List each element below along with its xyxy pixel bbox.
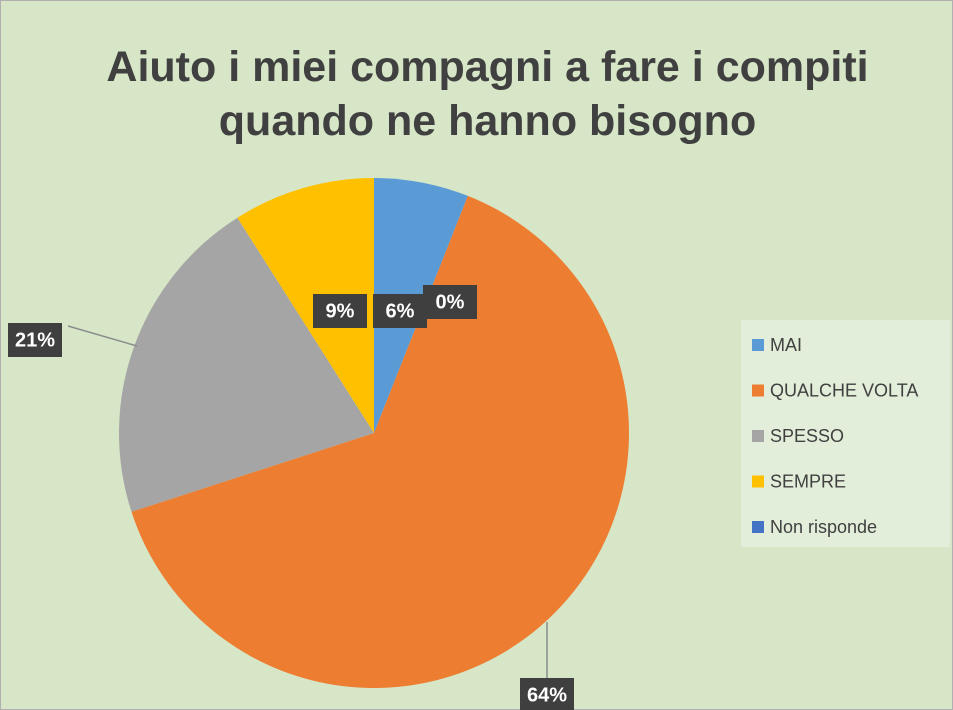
pie-slice	[131, 195, 629, 689]
data-label-box	[423, 285, 477, 319]
legend-label: QUALCHE VOLTA	[770, 380, 918, 400]
data-label: 64%	[527, 684, 567, 706]
legend-label: Non risponde	[770, 517, 877, 537]
legend-box	[741, 320, 950, 547]
legend-label: SPESSO	[770, 426, 844, 446]
legend-swatch	[752, 384, 764, 397]
chart-title: Aiuto i miei compagni a fare i compiti q…	[106, 43, 869, 145]
data-label-box	[313, 294, 367, 328]
data-label: 9%	[326, 300, 355, 322]
legend-swatch	[752, 521, 764, 533]
leader-line	[67, 325, 138, 347]
legend-label: SEMPRE	[770, 471, 846, 491]
data-label: 6%	[386, 300, 415, 322]
pie-slice	[237, 178, 374, 433]
data-label-box	[8, 323, 62, 357]
data-label: 21%	[15, 329, 55, 351]
legend-swatch	[752, 475, 764, 488]
legend-swatch	[752, 430, 764, 442]
legend-label: MAI	[770, 335, 802, 355]
data-label-box	[373, 294, 427, 328]
pie-slice	[118, 217, 374, 512]
legend-swatch	[752, 339, 764, 351]
data-label: 0%	[436, 291, 465, 313]
data-label-box	[520, 678, 574, 710]
